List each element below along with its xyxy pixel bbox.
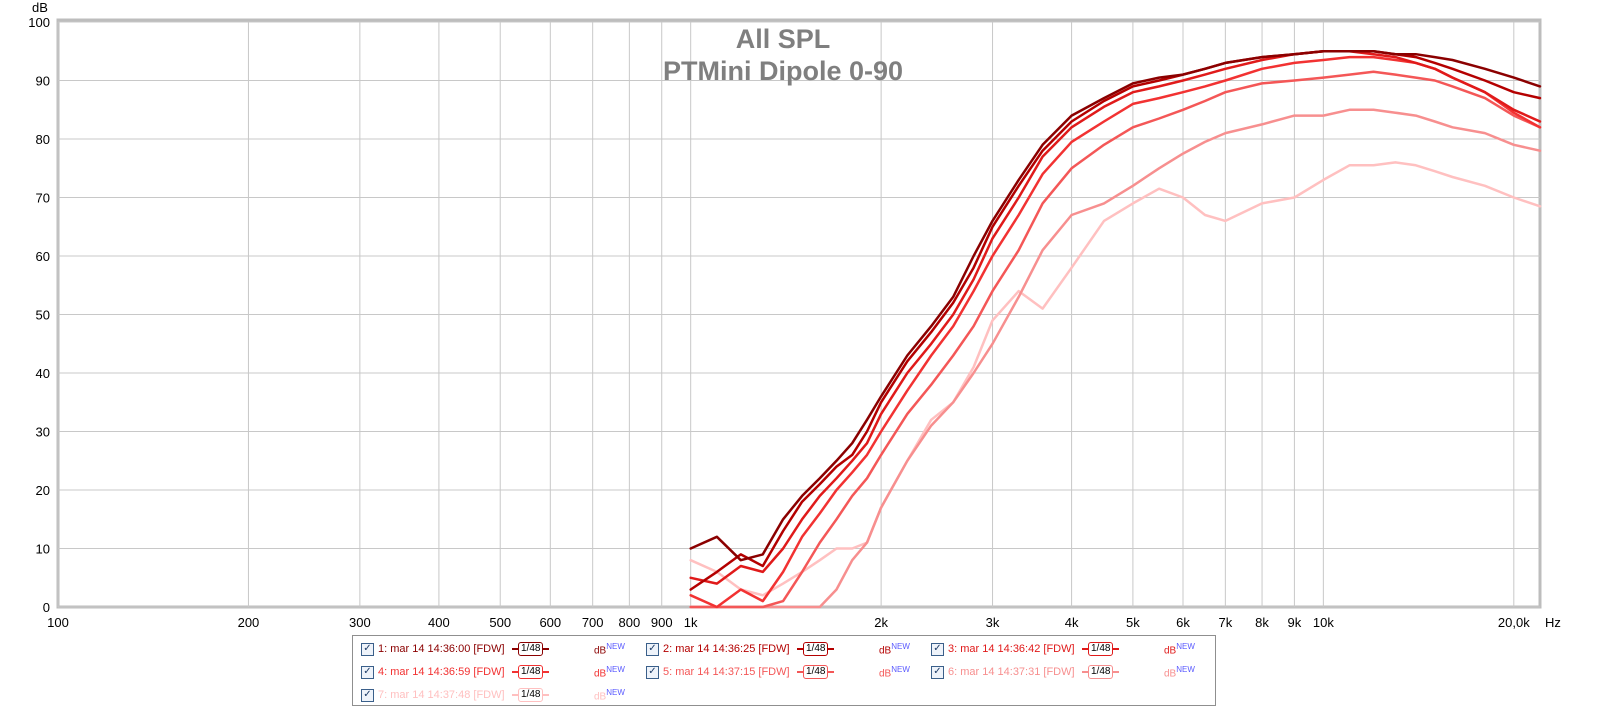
y-axis-label: dB [32, 0, 48, 15]
smoothing-indicator[interactable]: 1/48 [1082, 642, 1120, 656]
x-tick-label: 400 [428, 615, 450, 630]
legend-unit[interactable]: dBNEW [594, 665, 625, 680]
x-tick-label: 600 [539, 615, 561, 630]
x-tick-label: 2k [874, 615, 888, 630]
legend-unit[interactable]: dBNEW [879, 642, 910, 657]
x-tick-label: 500 [489, 615, 511, 630]
y-tick-label: 20 [36, 483, 50, 498]
legend: ✓ 1: mar 14 14:36:00 [FDW] 1/48 dBNEW ✓ 2: ma… [352, 635, 1216, 706]
y-tick-label: 0 [43, 600, 50, 615]
series-line-7 [689, 161, 1542, 597]
y-axis-ticks: 0 10 20 30 40 50 60 70 80 90 100 [28, 15, 50, 615]
legend-checkbox[interactable]: ✓ [646, 642, 659, 656]
legend-unit[interactable]: dBNEW [594, 688, 625, 703]
x-tick-label: 3k [986, 615, 1000, 630]
legend-unit[interactable]: dBNEW [879, 665, 910, 680]
legend-label: 7: mar 14 14:37:48 [FDW] [378, 689, 505, 701]
legend-label: 1: mar 14 14:36:00 [FDW] [378, 643, 505, 655]
legend-checkbox[interactable]: ✓ [361, 642, 374, 656]
legend-entry-6: ✓ 6: mar 14 14:37:31 [FDW] 1/48 [931, 663, 1120, 681]
series-line-6 [689, 108, 1542, 609]
legend-checkbox[interactable]: ✓ [931, 642, 944, 656]
y-tick-label: 100 [28, 15, 50, 30]
smoothing-indicator[interactable]: 1/48 [1082, 665, 1120, 679]
smoothing-indicator[interactable]: 1/48 [512, 642, 550, 656]
x-tick-label: 9k [1288, 615, 1302, 630]
legend-unit[interactable]: dBNEW [594, 642, 625, 657]
x-tick-label: 8k [1255, 615, 1269, 630]
plot-background [56, 18, 1542, 609]
y-tick-label: 10 [36, 542, 50, 557]
legend-label: 4: mar 14 14:36:59 [FDW] [378, 666, 505, 678]
x-tick-label: 1k [684, 615, 698, 630]
smoothing-indicator[interactable]: 1/48 [797, 642, 835, 656]
y-tick-label: 40 [36, 366, 50, 381]
y-tick-label: 90 [36, 74, 50, 89]
series-line-1 [689, 50, 1542, 562]
x-tick-label: 4k [1065, 615, 1079, 630]
legend-unit[interactable]: dBNEW [1164, 665, 1195, 680]
series-line-5 [689, 70, 1542, 609]
legend-entry-4: ✓ 4: mar 14 14:36:59 [FDW] 1/48 [361, 663, 550, 681]
x-tick-label: 7k [1218, 615, 1232, 630]
legend-entry-2: ✓ 2: mar 14 14:36:25 [FDW] 1/48 [646, 640, 835, 658]
series-lines [689, 50, 1542, 609]
x-tick-label: 200 [238, 615, 260, 630]
x-tick-label: 900 [651, 615, 673, 630]
grid [57, 21, 1540, 608]
y-tick-label: 70 [36, 191, 50, 206]
legend-unit[interactable]: dBNEW [1164, 642, 1195, 657]
x-tick-label: 100 [47, 615, 69, 630]
legend-checkbox[interactable]: ✓ [646, 665, 659, 679]
chart-title: All SPL [736, 24, 831, 54]
y-tick-label: 30 [36, 425, 50, 440]
y-tick-label: 80 [36, 132, 50, 147]
x-tick-label: 300 [349, 615, 371, 630]
x-axis-ticks: 100 200 300 400 500 600 700 800 900 1k 2k 3k 4k 5k 6k 7… [47, 615, 1530, 630]
legend-checkbox[interactable]: ✓ [361, 688, 374, 702]
y-tick-label: 50 [36, 308, 50, 323]
x-tick-label: 5k [1126, 615, 1140, 630]
chart-subtitle: PTMini Dipole 0-90 [663, 56, 903, 86]
smoothing-indicator[interactable]: 1/48 [512, 665, 550, 679]
legend-entry-5: ✓ 5: mar 14 14:37:15 [FDW] 1/48 [646, 663, 835, 681]
legend-label: 3: mar 14 14:36:42 [FDW] [948, 643, 1075, 655]
y-tick-label: 60 [36, 249, 50, 264]
x-tick-label: 800 [619, 615, 641, 630]
smoothing-indicator[interactable]: 1/48 [797, 665, 835, 679]
x-tick-label: 10k [1313, 615, 1334, 630]
legend-entry-3: ✓ 3: mar 14 14:36:42 [FDW] 1/48 [931, 640, 1120, 658]
legend-checkbox[interactable]: ✓ [931, 665, 944, 679]
smoothing-indicator[interactable]: 1/48 [512, 688, 550, 702]
x-tick-label: 700 [582, 615, 604, 630]
spl-chart: 0 10 20 30 40 50 60 70 80 90 100 100 200 300 400 500 60… [28, 0, 1561, 630]
x-tick-label: 6k [1176, 615, 1190, 630]
series-line-4 [689, 55, 1542, 609]
legend-checkbox[interactable]: ✓ [361, 665, 374, 679]
legend-entry-1: ✓ 1: mar 14 14:36:00 [FDW] 1/48 [361, 640, 550, 658]
series-line-3 [689, 50, 1542, 585]
x-axis-unit: Hz [1545, 615, 1561, 630]
legend-label: 2: mar 14 14:36:25 [FDW] [663, 643, 790, 655]
legend-entry-7: ✓ 7: mar 14 14:37:48 [FDW] 1/48 [361, 686, 550, 704]
legend-label: 5: mar 14 14:37:15 [FDW] [663, 666, 790, 678]
legend-label: 6: mar 14 14:37:31 [FDW] [948, 666, 1075, 678]
x-tick-label: 20,0k [1498, 615, 1530, 630]
